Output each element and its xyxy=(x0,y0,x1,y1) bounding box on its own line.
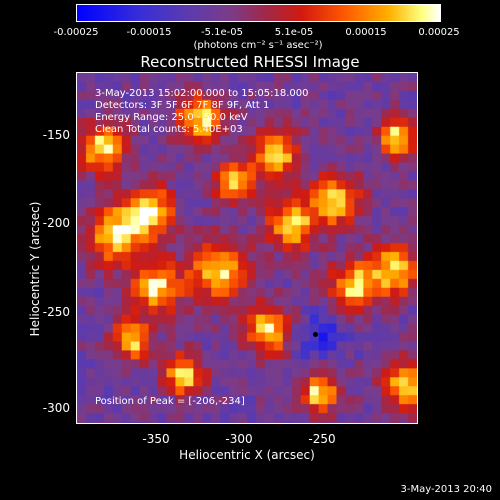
peak-marker xyxy=(313,332,318,337)
colorbar xyxy=(76,4,441,22)
y-axis-title: Heliocentric Y (arcsec) xyxy=(28,201,42,337)
image-title: Reconstructed RHESSI Image xyxy=(140,53,360,71)
y-tick-label: -150 xyxy=(42,128,70,142)
image-plot xyxy=(76,72,418,424)
colorbar-tick: 5.1e-05 xyxy=(274,27,314,38)
colorbar-tick: -0.00015 xyxy=(126,27,172,38)
peak-position: Position of Peak = [-206,-234] xyxy=(95,396,245,407)
y-tick-label: -300 xyxy=(42,401,70,415)
detectors-line: Detectors: 3F 5F 6F 7F 8F 9F, Att 1 xyxy=(95,100,270,111)
y-tick-label: -200 xyxy=(42,216,70,230)
colorbar-unit: (photons cm⁻² s⁻¹ asec⁻²) xyxy=(193,40,323,51)
colorbar-tick: -5.1e-05 xyxy=(201,27,243,38)
colorbar-tick: -0.00025 xyxy=(53,27,99,38)
timestamp: 3-May-2013 20:40 xyxy=(400,484,492,495)
x-tick-label: -300 xyxy=(225,432,253,446)
colorbar-tick: 0.00015 xyxy=(345,27,387,38)
x-axis-title: Heliocentric X (arcsec) xyxy=(179,448,315,462)
x-tick-label: -250 xyxy=(308,432,336,446)
energy-range: Energy Range: 25.0 - 50.0 keV xyxy=(95,112,248,123)
y-tick-label: -250 xyxy=(42,305,70,319)
x-tick-label: -350 xyxy=(142,432,170,446)
colorbar-tick: 0.00025 xyxy=(418,27,460,38)
heatmap-canvas xyxy=(77,73,417,423)
clean-counts: Clean Total counts: 5.40E+03 xyxy=(95,124,243,135)
time-range: 3-May-2013 15:02:00.000 to 15:05:18.000 xyxy=(95,88,309,99)
